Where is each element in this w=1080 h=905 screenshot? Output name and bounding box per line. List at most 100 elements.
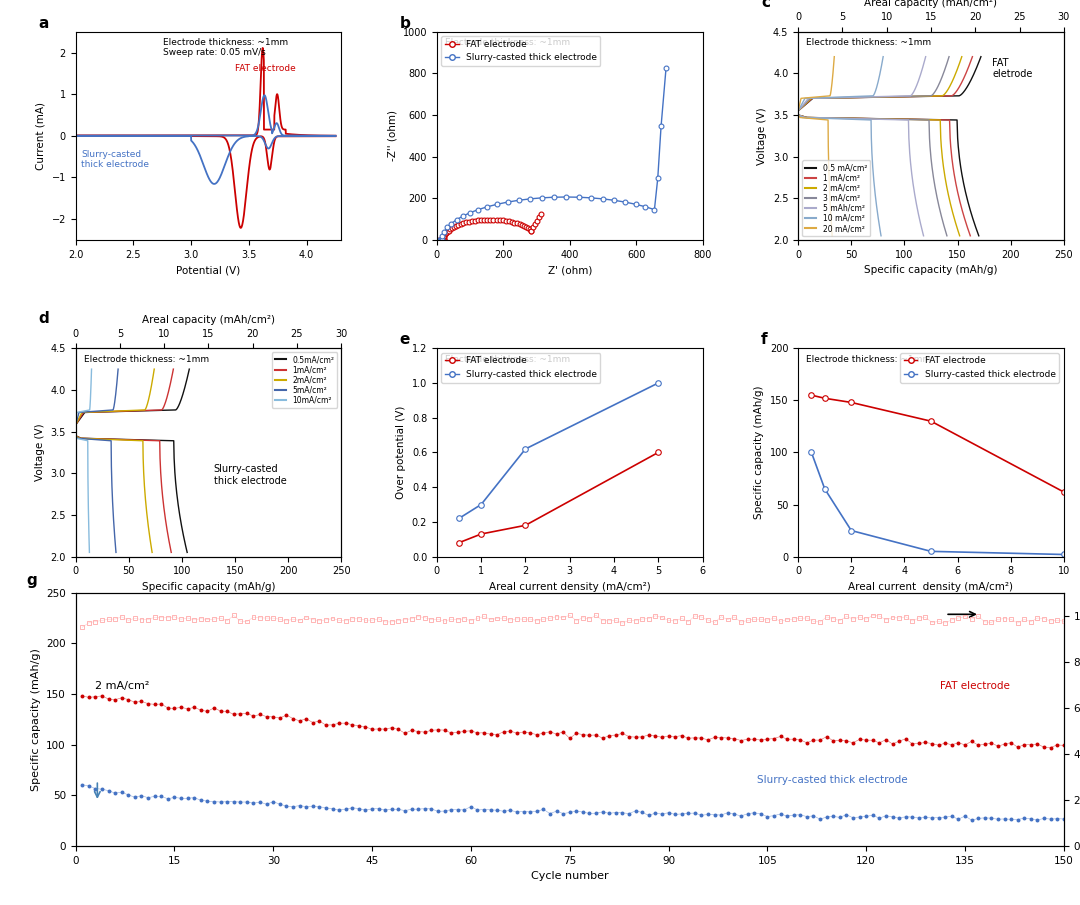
Text: Slurry-casted
thick electrode: Slurry-casted thick electrode	[81, 149, 149, 169]
Point	[146, 610, 163, 624]
Point	[594, 614, 611, 628]
Point	[1049, 738, 1066, 752]
Point	[936, 736, 954, 750]
Point	[1023, 614, 1040, 629]
Point	[917, 810, 934, 824]
Point	[462, 614, 480, 628]
Text: d: d	[39, 311, 50, 327]
Point	[673, 611, 690, 625]
Point	[509, 805, 526, 819]
Point	[488, 611, 505, 625]
Point	[739, 732, 756, 747]
Point	[305, 799, 322, 814]
Legend: FAT electrode, Slurry-casted thick electrode: FAT electrode, Slurry-casted thick elect…	[442, 353, 600, 383]
Point	[192, 703, 210, 718]
Point	[825, 809, 842, 824]
Point	[430, 612, 447, 626]
Point	[278, 614, 295, 628]
Point	[443, 726, 460, 740]
Point	[897, 731, 915, 746]
Point	[173, 700, 190, 715]
Point	[562, 805, 579, 820]
Point	[496, 611, 513, 625]
Point	[600, 614, 618, 628]
Point	[443, 612, 460, 626]
Point	[910, 611, 928, 625]
Point	[963, 734, 981, 748]
Point	[179, 701, 197, 716]
Point	[146, 697, 163, 711]
Point	[891, 734, 908, 748]
Point	[588, 608, 605, 623]
Point	[232, 614, 249, 628]
Point	[258, 611, 275, 625]
Point	[739, 806, 756, 821]
Point	[541, 806, 558, 821]
Point	[851, 610, 868, 624]
Point	[535, 802, 552, 816]
Point	[634, 805, 651, 820]
Point	[693, 610, 711, 624]
Point	[686, 730, 703, 745]
Point	[627, 804, 645, 818]
Point	[475, 803, 492, 817]
Legend: 0.5 mA/cm², 1 mA/cm², 2 mA/cm², 3 mA/cm², 5 mAh/cm², 10 mA/cm², 20 mA/cm²: 0.5 mA/cm², 1 mA/cm², 2 mA/cm², 3 mA/cm²…	[802, 160, 870, 236]
Point	[522, 612, 539, 626]
Point	[745, 805, 762, 820]
Legend: FAT electrode, Slurry-casted thick electrode: FAT electrode, Slurry-casted thick elect…	[901, 353, 1059, 383]
Point	[653, 610, 671, 624]
Point	[390, 614, 407, 628]
Point	[330, 803, 348, 817]
Point	[832, 733, 849, 748]
Point	[100, 612, 118, 626]
Point	[343, 612, 361, 626]
Point	[403, 612, 420, 626]
Point	[422, 723, 440, 738]
Point	[100, 691, 118, 706]
Point	[1036, 612, 1053, 626]
Point	[745, 612, 762, 626]
Point	[298, 711, 315, 726]
Point	[409, 609, 427, 624]
Point	[133, 694, 150, 709]
Point	[719, 731, 737, 746]
Point	[86, 690, 104, 704]
Point	[772, 729, 789, 744]
Point	[1002, 812, 1020, 826]
Point	[864, 733, 881, 748]
Point	[575, 805, 592, 819]
Point	[575, 610, 592, 624]
Point	[943, 809, 960, 824]
Point	[706, 807, 724, 822]
Point	[430, 722, 447, 737]
Point	[686, 805, 703, 820]
Point	[245, 610, 262, 624]
Point	[179, 611, 197, 625]
Point	[80, 615, 97, 630]
Point	[522, 726, 539, 740]
Point	[80, 779, 97, 794]
Point	[838, 609, 855, 624]
Point	[620, 806, 637, 821]
Point	[752, 733, 769, 748]
Point	[870, 609, 888, 624]
Point	[607, 805, 624, 820]
Y-axis label: Voltage (V): Voltage (V)	[757, 107, 768, 165]
Point	[186, 700, 203, 715]
Point	[298, 610, 315, 624]
Point	[700, 807, 717, 822]
Point	[660, 805, 677, 820]
Point	[752, 806, 769, 821]
Point	[324, 718, 341, 732]
Point	[449, 725, 467, 739]
Text: c: c	[761, 0, 770, 10]
Point	[469, 803, 486, 817]
Point	[957, 609, 974, 624]
Text: e: e	[400, 332, 410, 348]
Point	[660, 729, 677, 743]
Point	[930, 738, 947, 753]
Point	[139, 613, 157, 627]
Point	[370, 721, 388, 736]
Point	[818, 810, 835, 824]
Point	[963, 813, 981, 827]
